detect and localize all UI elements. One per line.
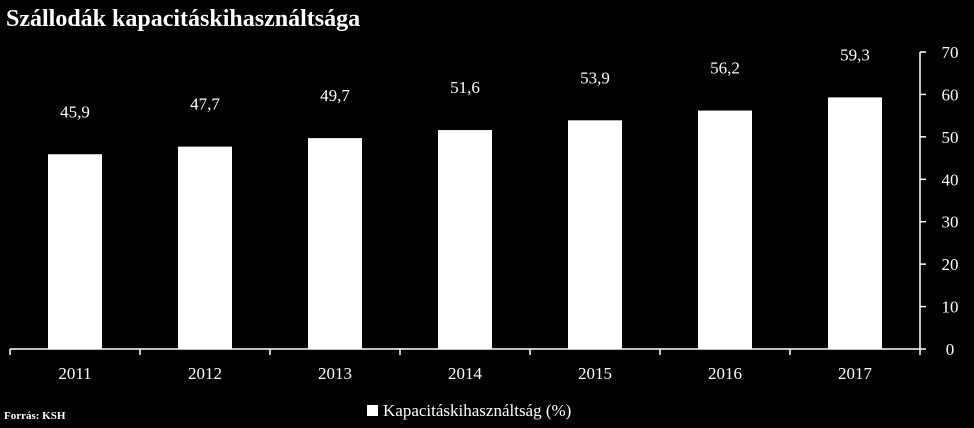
x-tick-label: 2015 bbox=[578, 364, 612, 383]
data-label: 45,9 bbox=[60, 102, 90, 121]
bar bbox=[828, 97, 882, 349]
bar bbox=[568, 120, 622, 349]
y-tick-label: 50 bbox=[942, 128, 959, 147]
y-tick-label: 20 bbox=[942, 255, 959, 274]
y-tick-label: 10 bbox=[942, 298, 959, 317]
y-tick-label: 30 bbox=[942, 213, 959, 232]
x-tick-label: 2014 bbox=[448, 364, 483, 383]
data-label: 49,7 bbox=[320, 86, 350, 105]
bar bbox=[698, 110, 752, 350]
source-note: Forrás: KSH bbox=[4, 410, 66, 422]
x-tick-label: 2017 bbox=[838, 364, 873, 383]
plot-area: 0 10 20 30 40 50 60 70 45,9 2011 47,7 2012 49,7 2013 5… bbox=[9, 43, 959, 383]
y-tick-label: 60 bbox=[942, 85, 959, 104]
x-tick-label: 2016 bbox=[708, 364, 742, 383]
bar bbox=[438, 130, 492, 349]
bar bbox=[178, 146, 232, 349]
data-label: 47,7 bbox=[190, 95, 220, 114]
y-tick-label: 0 bbox=[946, 340, 955, 359]
y-tick-label: 70 bbox=[942, 43, 959, 62]
x-tick-label: 2012 bbox=[188, 364, 222, 383]
y-tick-label: 40 bbox=[942, 170, 959, 189]
legend: Kapacitáskihasználtság (%) bbox=[367, 401, 571, 420]
chart-title: Szállodák kapacitáskihasználtsága bbox=[6, 6, 360, 32]
data-label: 59,3 bbox=[840, 45, 870, 64]
legend-label: Kapacitáskihasználtság (%) bbox=[383, 401, 571, 420]
data-label: 53,9 bbox=[580, 68, 610, 87]
bar bbox=[48, 154, 102, 349]
data-label: 51,6 bbox=[450, 78, 480, 97]
bar bbox=[308, 138, 362, 349]
legend-swatch bbox=[367, 405, 378, 416]
x-tick-label: 2013 bbox=[318, 364, 352, 383]
data-label: 56,2 bbox=[710, 59, 740, 78]
x-tick-label: 2011 bbox=[58, 364, 91, 383]
